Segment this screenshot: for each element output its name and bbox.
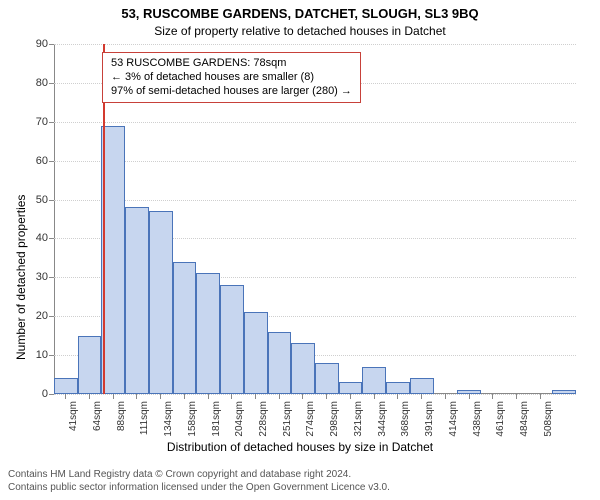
gridline xyxy=(54,200,576,201)
xtick-label: 158sqm xyxy=(187,401,198,437)
xtick-label: 344sqm xyxy=(377,401,388,437)
ytick-mark xyxy=(49,200,54,201)
xtick-label: 368sqm xyxy=(400,401,411,437)
histogram-bar xyxy=(220,285,244,394)
histogram-bar xyxy=(386,382,410,394)
histogram-bar xyxy=(54,378,78,394)
xtick-mark xyxy=(160,394,161,399)
xtick-mark xyxy=(302,394,303,399)
histogram-bar xyxy=(125,207,149,394)
xtick-label: 41sqm xyxy=(68,401,79,431)
footer-attribution: Contains HM Land Registry data © Crown c… xyxy=(8,469,390,494)
ytick-mark xyxy=(49,394,54,395)
xtick-mark xyxy=(540,394,541,399)
histogram-bar xyxy=(78,336,102,394)
xtick-mark xyxy=(445,394,446,399)
histogram-bar xyxy=(196,273,220,394)
histogram-bar xyxy=(315,363,339,394)
xtick-mark xyxy=(374,394,375,399)
annotation-box: 53 RUSCOMBE GARDENS: 78sqm← 3% of detach… xyxy=(102,52,361,103)
histogram-bar xyxy=(339,382,363,394)
xtick-label: 484sqm xyxy=(519,401,530,437)
xtick-label: 181sqm xyxy=(211,401,222,437)
histogram-bar xyxy=(149,211,173,394)
xtick-mark xyxy=(469,394,470,399)
y-axis-line xyxy=(54,44,55,394)
histogram-bar xyxy=(291,343,315,394)
xtick-label: 274sqm xyxy=(305,401,316,437)
xtick-mark xyxy=(89,394,90,399)
xtick-label: 88sqm xyxy=(116,401,127,431)
chart-root: { "title": {"text":"53, RUSCOMBE GARDENS… xyxy=(0,0,600,500)
gridline xyxy=(54,44,576,45)
xtick-label: 321sqm xyxy=(353,401,364,437)
xtick-label: 438sqm xyxy=(472,401,483,437)
annotation-line: ← 3% of detached houses are smaller (8) xyxy=(111,71,352,85)
plot-area: 010203040506070809041sqm64sqm88sqm111sqm… xyxy=(54,44,576,394)
ytick-mark xyxy=(49,277,54,278)
histogram-bar xyxy=(552,390,576,394)
footer-line-2: Contains public sector information licen… xyxy=(8,482,390,495)
ytick-mark xyxy=(49,44,54,45)
ytick-label: 10 xyxy=(36,349,48,361)
xtick-mark xyxy=(136,394,137,399)
xtick-label: 64sqm xyxy=(92,401,103,431)
xtick-mark xyxy=(350,394,351,399)
ytick-label: 90 xyxy=(36,38,48,50)
ytick-mark xyxy=(49,316,54,317)
xtick-label: 508sqm xyxy=(543,401,554,437)
ytick-label: 60 xyxy=(36,155,48,167)
histogram-bar xyxy=(362,367,386,394)
xtick-label: 228sqm xyxy=(258,401,269,437)
ytick-mark xyxy=(49,238,54,239)
ytick-mark xyxy=(49,122,54,123)
xtick-label: 204sqm xyxy=(234,401,245,437)
footer-line-1: Contains HM Land Registry data © Crown c… xyxy=(8,469,390,482)
ytick-label: 20 xyxy=(36,310,48,322)
xtick-label: 298sqm xyxy=(329,401,340,437)
ytick-label: 0 xyxy=(42,388,48,400)
histogram-bar xyxy=(268,332,292,394)
xtick-mark xyxy=(255,394,256,399)
histogram-bar xyxy=(101,126,125,394)
gridline xyxy=(54,122,576,123)
xtick-mark xyxy=(492,394,493,399)
xtick-mark xyxy=(279,394,280,399)
xtick-mark xyxy=(208,394,209,399)
xtick-label: 251sqm xyxy=(282,401,293,437)
xtick-mark xyxy=(113,394,114,399)
xtick-mark xyxy=(516,394,517,399)
xtick-label: 461sqm xyxy=(495,401,506,437)
ytick-label: 80 xyxy=(36,77,48,89)
y-axis-label: Number of detached properties xyxy=(14,195,28,360)
histogram-bar xyxy=(173,262,197,394)
ytick-label: 30 xyxy=(36,271,48,283)
xtick-mark xyxy=(231,394,232,399)
gridline xyxy=(54,394,576,395)
xtick-label: 111sqm xyxy=(139,401,150,435)
ytick-label: 40 xyxy=(36,232,48,244)
annotation-line: 53 RUSCOMBE GARDENS: 78sqm xyxy=(111,57,352,71)
xtick-label: 134sqm xyxy=(163,401,174,437)
chart-title: 53, RUSCOMBE GARDENS, DATCHET, SLOUGH, S… xyxy=(0,6,600,21)
xtick-mark xyxy=(184,394,185,399)
histogram-bar xyxy=(410,378,434,394)
chart-subtitle: Size of property relative to detached ho… xyxy=(0,24,600,38)
histogram-bar xyxy=(244,312,268,394)
xtick-mark xyxy=(65,394,66,399)
xtick-mark xyxy=(421,394,422,399)
ytick-mark xyxy=(49,161,54,162)
ytick-label: 70 xyxy=(36,116,48,128)
xtick-label: 391sqm xyxy=(424,401,435,437)
xtick-mark xyxy=(397,394,398,399)
xtick-mark xyxy=(326,394,327,399)
ytick-label: 50 xyxy=(36,194,48,206)
ytick-mark xyxy=(49,83,54,84)
ytick-mark xyxy=(49,355,54,356)
gridline xyxy=(54,161,576,162)
x-axis-label: Distribution of detached houses by size … xyxy=(0,440,600,454)
annotation-line: 97% of semi-detached houses are larger (… xyxy=(111,85,352,99)
xtick-label: 414sqm xyxy=(448,401,459,437)
